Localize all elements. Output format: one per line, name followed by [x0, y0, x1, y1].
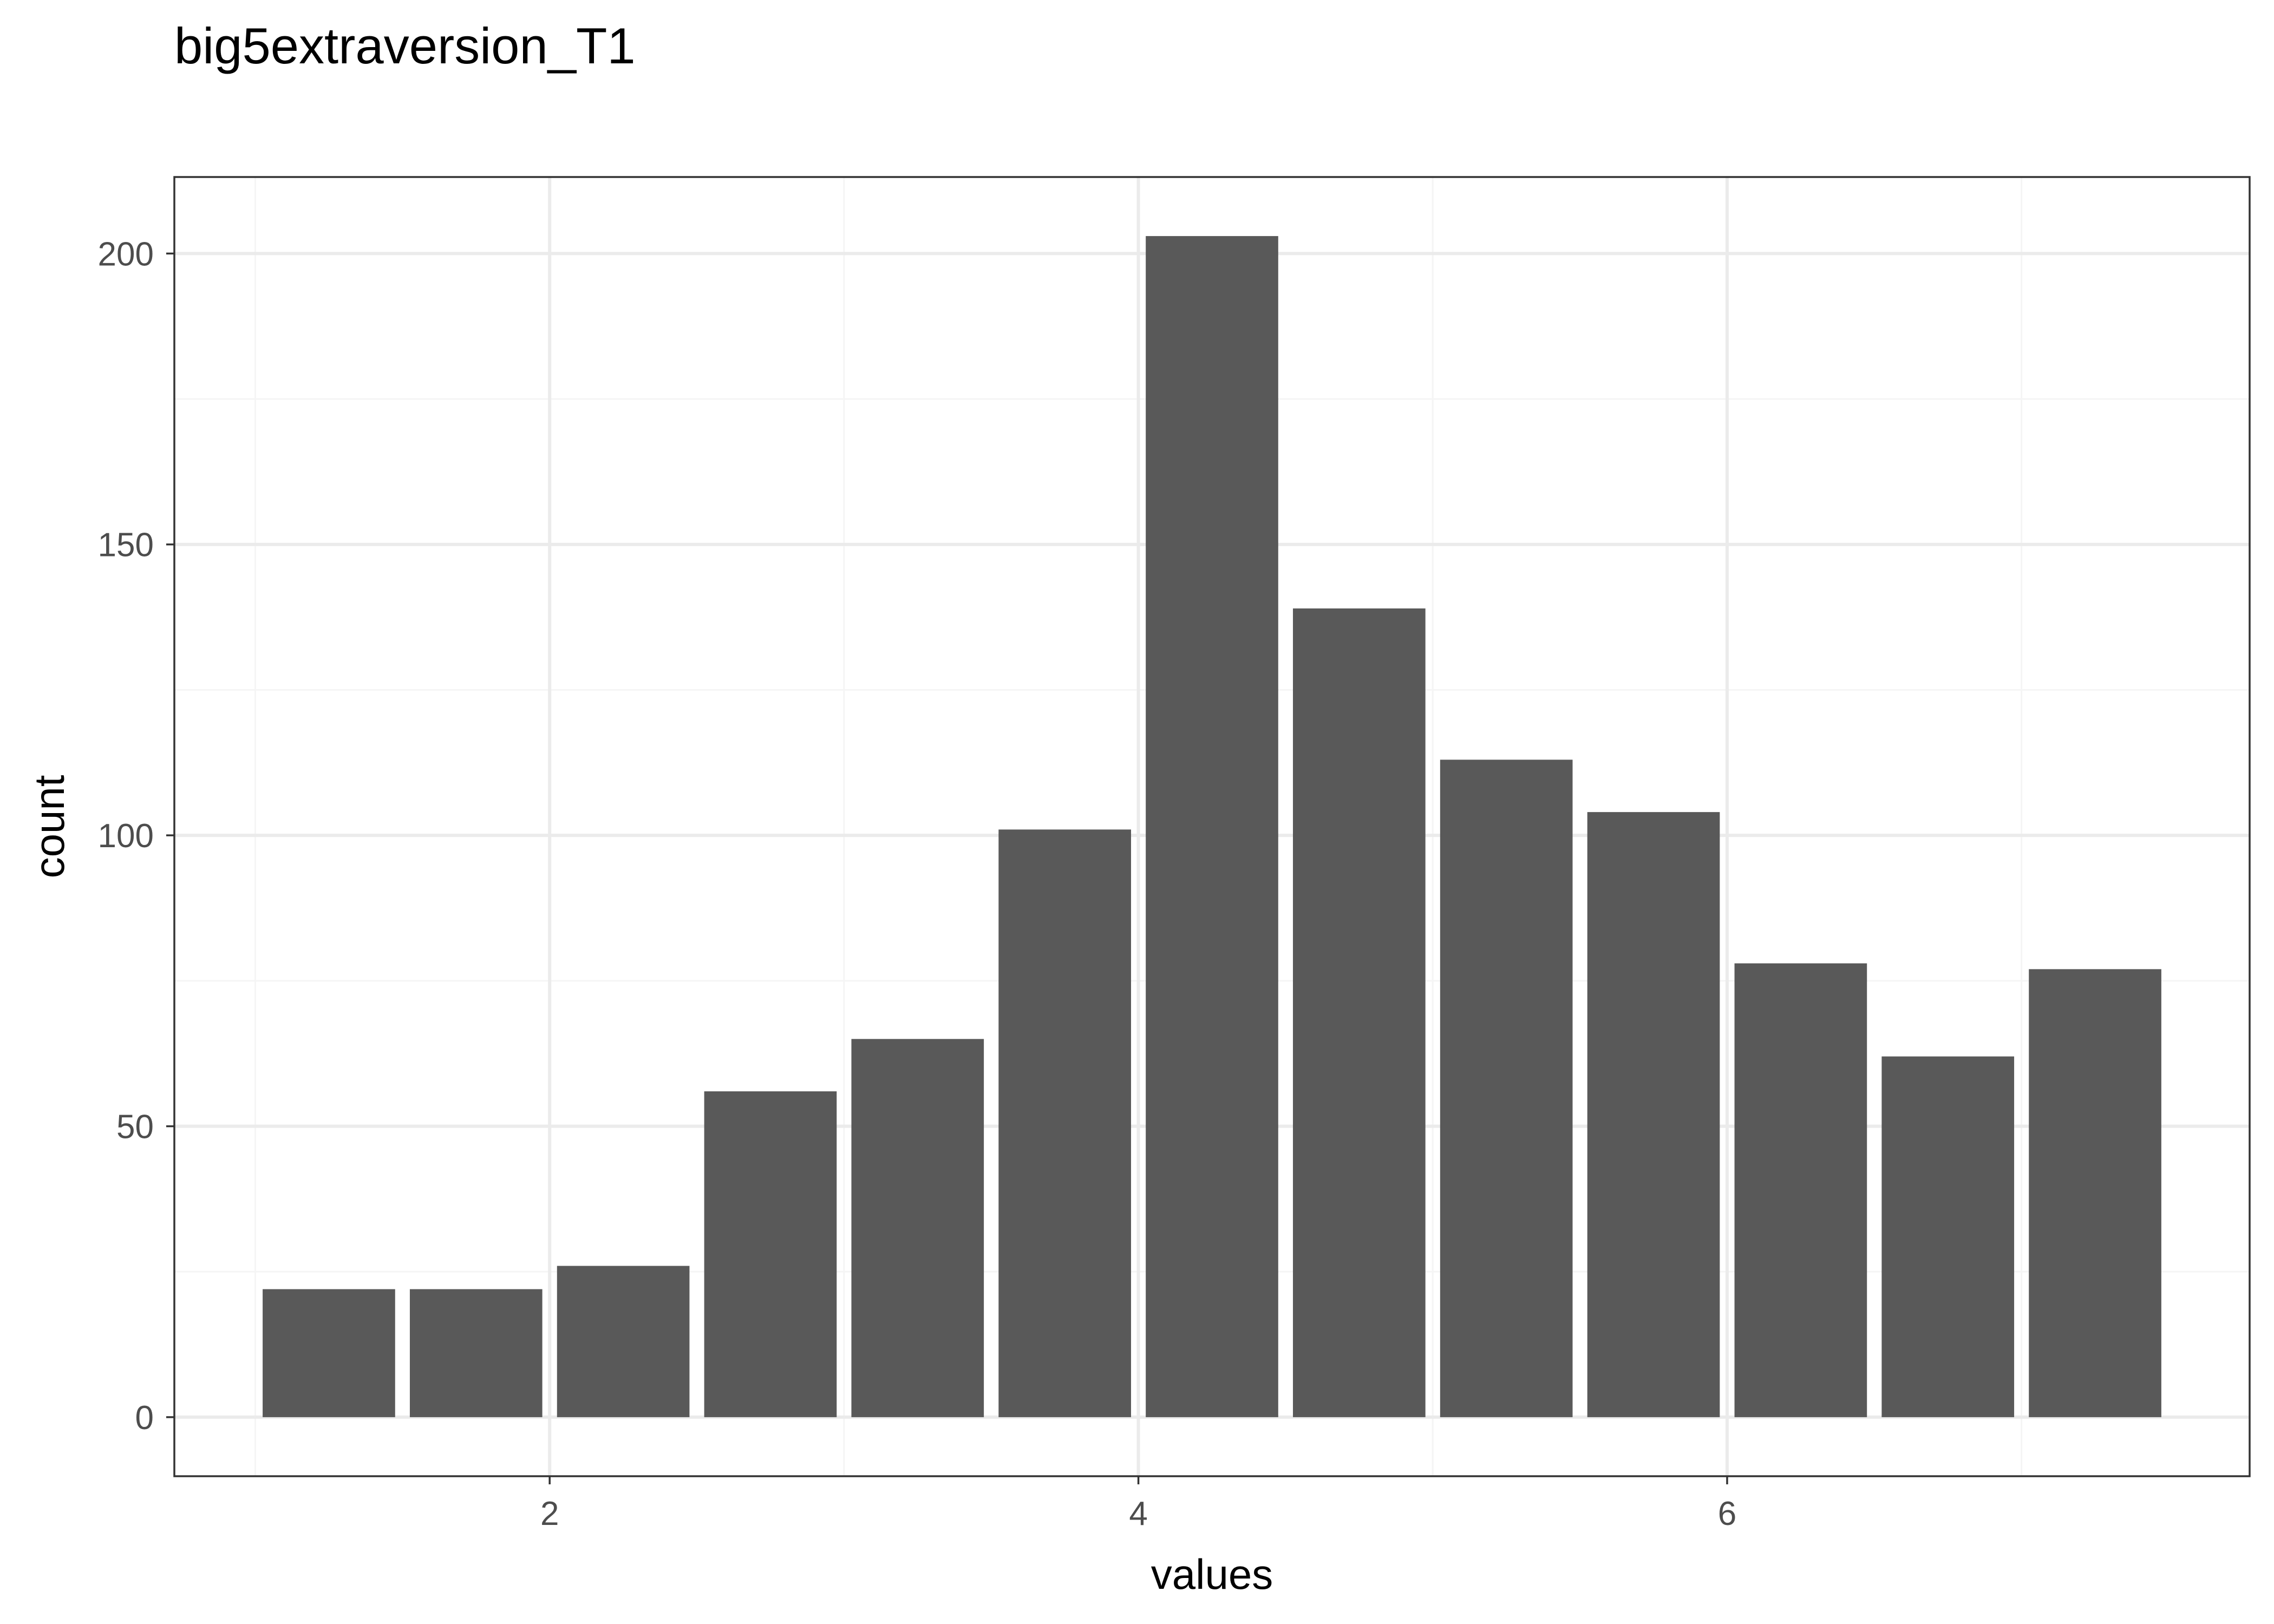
y-tick-label: 200 — [98, 235, 154, 273]
axes: 2 4 6 0 50 100 150 200 — [98, 235, 1737, 1533]
x-tick-label: 4 — [1129, 1495, 1147, 1533]
bar — [2029, 969, 2161, 1417]
bar — [851, 1039, 984, 1417]
bar — [998, 829, 1131, 1417]
bar — [1293, 608, 1426, 1417]
x-tick-label: 2 — [540, 1495, 559, 1533]
bar — [557, 1266, 690, 1417]
x-tick-label: 6 — [1718, 1495, 1736, 1533]
bar — [1587, 812, 1720, 1417]
y-tick-label: 150 — [98, 527, 154, 564]
y-tick-label: 0 — [135, 1399, 154, 1437]
bar — [1146, 236, 1278, 1417]
plot-panel-border — [173, 176, 2251, 1477]
y-axis-label: count — [25, 775, 73, 878]
bar — [1440, 759, 1573, 1417]
bars — [263, 236, 2161, 1417]
y-tick-label: 50 — [116, 1109, 154, 1146]
x-axis-label: values — [1151, 1550, 1273, 1598]
bar — [263, 1289, 395, 1417]
bar — [1734, 963, 1867, 1417]
bar — [704, 1091, 837, 1417]
bar — [1881, 1056, 2015, 1417]
bar — [409, 1289, 543, 1417]
chart-title: big5extraversion_T1 — [174, 17, 636, 74]
y-tick-label: 100 — [98, 817, 154, 855]
